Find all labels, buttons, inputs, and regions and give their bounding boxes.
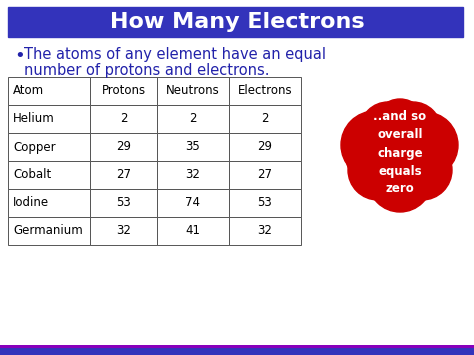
FancyBboxPatch shape — [8, 7, 463, 37]
Text: Helium: Helium — [13, 113, 55, 126]
Text: 32: 32 — [185, 169, 201, 181]
Bar — [157, 189, 229, 217]
Text: Cobalt: Cobalt — [13, 169, 51, 181]
Bar — [0, 348, 474, 355]
Bar — [90, 217, 157, 245]
Text: 27: 27 — [116, 169, 131, 181]
Text: Electrons: Electrons — [237, 84, 292, 98]
Text: 27: 27 — [257, 169, 273, 181]
Text: Copper: Copper — [13, 141, 55, 153]
Text: 2: 2 — [261, 113, 269, 126]
Text: 35: 35 — [186, 141, 201, 153]
Circle shape — [342, 144, 354, 156]
Text: 32: 32 — [257, 224, 273, 237]
Text: 53: 53 — [116, 197, 131, 209]
Text: Protons: Protons — [101, 84, 146, 98]
Text: •: • — [14, 47, 25, 65]
Circle shape — [358, 113, 442, 197]
Bar — [8, 105, 90, 133]
Text: Germanium: Germanium — [13, 224, 83, 237]
Circle shape — [392, 112, 458, 178]
Bar — [229, 133, 301, 161]
Text: 29: 29 — [257, 141, 273, 153]
Bar — [90, 77, 157, 105]
Bar — [157, 217, 229, 245]
Circle shape — [392, 140, 452, 200]
Text: 2: 2 — [189, 113, 197, 126]
Bar — [8, 161, 90, 189]
Bar — [8, 217, 90, 245]
Bar — [90, 133, 157, 161]
Text: 53: 53 — [258, 197, 273, 209]
Bar — [157, 77, 229, 105]
Bar — [229, 217, 301, 245]
Text: 74: 74 — [185, 197, 201, 209]
Text: Neutrons: Neutrons — [166, 84, 220, 98]
Text: How Many Electrons: How Many Electrons — [109, 12, 365, 32]
Bar — [8, 189, 90, 217]
Text: ..and so
overall
charge
equals
zero: ..and so overall charge equals zero — [374, 110, 427, 196]
Bar — [229, 189, 301, 217]
Text: 32: 32 — [116, 224, 131, 237]
Bar — [90, 189, 157, 217]
Circle shape — [368, 148, 432, 212]
Bar — [157, 161, 229, 189]
Bar — [8, 77, 90, 105]
Text: 41: 41 — [185, 224, 201, 237]
Text: number of protons and electrons.: number of protons and electrons. — [24, 63, 270, 78]
Circle shape — [360, 102, 416, 158]
Bar — [90, 105, 157, 133]
Bar — [8, 133, 90, 161]
Circle shape — [385, 102, 441, 158]
Bar — [229, 77, 301, 105]
Bar — [229, 105, 301, 133]
Text: 2: 2 — [120, 113, 127, 126]
Circle shape — [374, 99, 426, 151]
Text: The atoms of any element have an equal: The atoms of any element have an equal — [24, 47, 326, 62]
Bar — [0, 345, 474, 348]
Bar — [157, 133, 229, 161]
Circle shape — [347, 154, 365, 172]
Text: Atom: Atom — [13, 84, 44, 98]
Bar — [229, 161, 301, 189]
Text: 29: 29 — [116, 141, 131, 153]
Text: Iodine: Iodine — [13, 197, 49, 209]
Circle shape — [341, 111, 409, 179]
Bar — [90, 161, 157, 189]
Bar — [157, 105, 229, 133]
Circle shape — [348, 140, 408, 200]
